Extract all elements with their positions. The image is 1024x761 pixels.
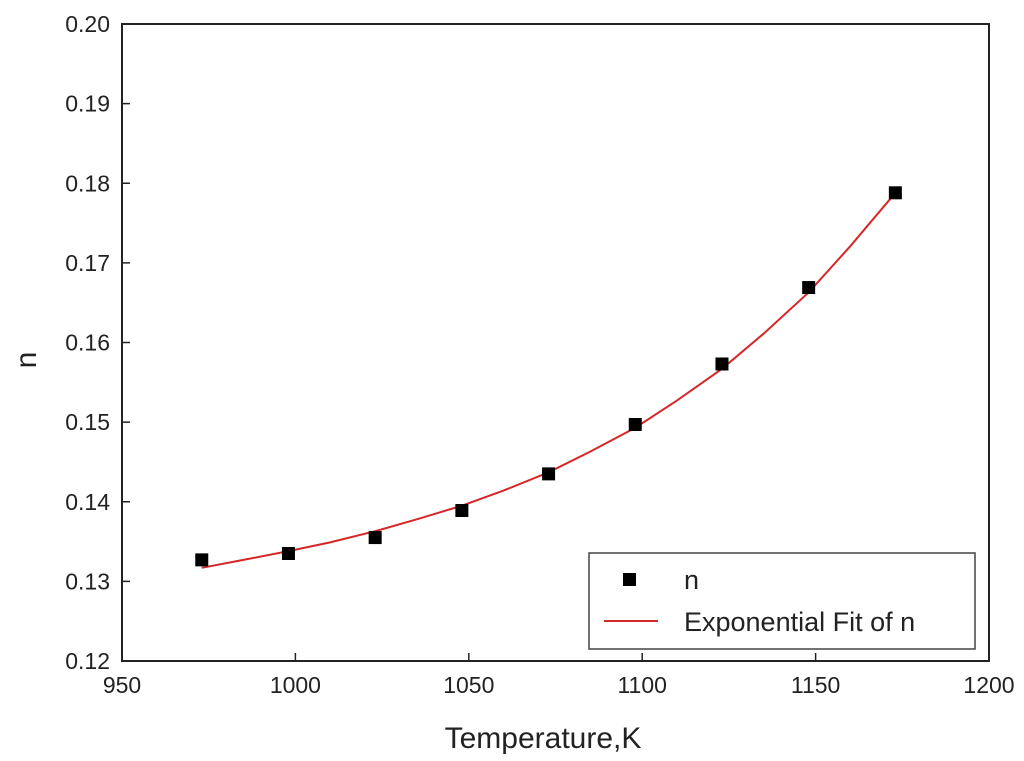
fit-curve-layer (201, 192, 897, 569)
y-axis: 0.12 0.13 0.14 0.15 0.16 0.17 0.18 0.19 0.20 (65, 11, 130, 674)
data-point (195, 553, 209, 567)
x-tick-label: 950 (103, 672, 141, 698)
x-axis-title: Temperature,K (445, 722, 642, 755)
legend-box (588, 552, 976, 650)
data-point (542, 467, 556, 481)
data-points-layer (195, 186, 902, 567)
legend-label-fit: Exponential Fit of n (684, 607, 915, 637)
x-axis: 950 1000 1050 1100 1150 1200 (103, 653, 1015, 698)
y-tick-label: 0.14 (65, 489, 110, 515)
y-tick-label: 0.16 (65, 330, 110, 356)
legend-label-points: n (684, 565, 699, 595)
y-tick-label: 0.13 (65, 568, 110, 594)
y-tick-label: 0.19 (65, 91, 110, 117)
data-point (802, 281, 816, 295)
fit-curve (201, 192, 897, 569)
data-point (368, 531, 382, 545)
data-point (455, 504, 469, 518)
data-point (628, 418, 642, 432)
y-tick-label: 0.20 (65, 11, 110, 37)
x-tick-label: 1050 (443, 672, 494, 698)
data-point (715, 357, 729, 371)
legend: n Exponential Fit of n (588, 552, 976, 650)
x-tick-label: 1100 (617, 672, 666, 698)
data-point (281, 547, 295, 561)
y-tick-label: 0.12 (65, 648, 110, 674)
y-tick-label: 0.17 (65, 250, 110, 276)
legend-square-marker (623, 573, 636, 586)
x-tick-label: 1150 (791, 672, 840, 698)
y-tick-label: 0.15 (65, 409, 110, 435)
x-tick-label: 1200 (963, 672, 1014, 698)
y-tick-label: 0.18 (65, 170, 110, 196)
y-axis-title: n (10, 352, 43, 369)
x-tick-label: 1000 (270, 672, 321, 698)
data-point (888, 186, 902, 200)
